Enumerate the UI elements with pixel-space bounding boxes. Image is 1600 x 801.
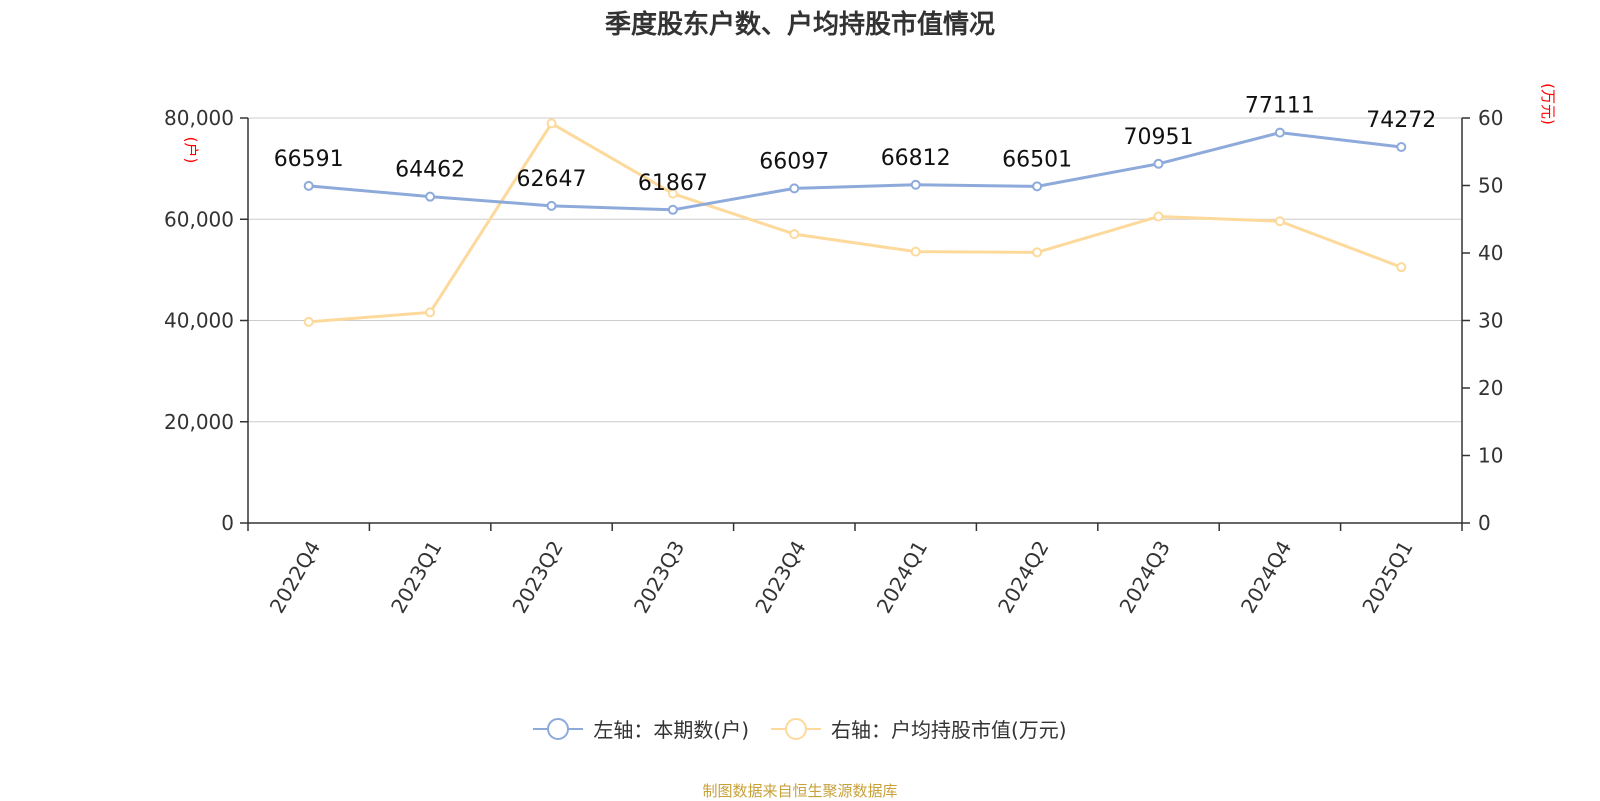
right-tick-label: 40 (1478, 241, 1503, 265)
data-label: 62647 (517, 167, 587, 192)
data-label: 66501 (1002, 147, 1072, 172)
data-point-left (667, 204, 678, 215)
x-tick-label: 2023Q2 (507, 537, 567, 618)
x-tick-label: 2023Q1 (386, 537, 446, 618)
data-point-left (1274, 127, 1285, 138)
data-labels: 66591 64462 62647 61867 66097 66812 66501 70951… (274, 94, 1437, 196)
data-point-right (303, 316, 314, 327)
data-point-left (910, 179, 921, 190)
data-label: 64462 (395, 158, 465, 183)
data-label: 66591 (274, 147, 344, 172)
series-line-left (308, 131, 1402, 212)
data-point-right (1274, 216, 1285, 227)
data-point-right (789, 229, 800, 240)
data-label: 66812 (881, 146, 951, 171)
x-tick-label: 2022Q4 (265, 537, 325, 618)
chart-title: 季度股东户数、户均持股市值情况 (604, 10, 995, 40)
data-point-left (789, 183, 800, 194)
x-tick-label: 2024Q1 (872, 537, 932, 618)
legend-left-line-icon (533, 717, 584, 740)
right-axis-unit: (万元) (1539, 83, 1557, 125)
series-left (303, 127, 1407, 215)
x-tick-label: 2023Q3 (629, 537, 689, 618)
data-point-right (667, 188, 678, 199)
left-tick-label: 80,000 (164, 106, 234, 130)
series-right (303, 118, 1407, 327)
left-axis-ticks: 0 20,000 40,000 60,000 80,000 (164, 106, 248, 535)
x-tick-label: 2023Q4 (750, 537, 810, 618)
left-axis-unit: (户) (182, 137, 200, 164)
x-tick-label: 2024Q2 (993, 537, 1053, 618)
data-point-right (1153, 211, 1164, 222)
right-tick-label: 0 (1478, 511, 1491, 535)
x-tick-label: 2025Q1 (1357, 537, 1417, 618)
data-label: 70951 (1124, 125, 1194, 150)
data-source: 制图数据来自恒生聚源数据库 (702, 782, 898, 800)
right-tick-label: 50 (1478, 174, 1503, 198)
data-point-right (425, 307, 436, 318)
data-label: 61867 (638, 171, 708, 196)
data-point-left (303, 180, 314, 191)
right-tick-label: 20 (1478, 376, 1503, 400)
data-point-left (1032, 181, 1043, 192)
legend-item-right[interactable]: 右轴：户均持股市值(万元) (771, 714, 1067, 743)
data-point-right (1396, 262, 1407, 273)
right-tick-label: 30 (1478, 309, 1503, 333)
data-label: 77111 (1245, 94, 1315, 119)
left-tick-label: 0 (221, 511, 234, 535)
left-tick-label: 60,000 (164, 207, 234, 231)
right-tick-label: 10 (1478, 444, 1503, 468)
x-tick-label: 2024Q4 (1236, 537, 1296, 618)
legend-left-label: 左轴：本期数(户) (593, 718, 749, 742)
right-tick-label: 60 (1478, 106, 1503, 130)
series-line-right (308, 121, 1402, 324)
category-axis-ticks: 2022Q4 2023Q1 2023Q2 2023Q3 2023Q4 2024Q1 2024… (247, 523, 1463, 618)
x-tick-label: 2024Q3 (1114, 537, 1174, 618)
left-tick-label: 20,000 (164, 410, 234, 434)
legend-right-label: 右轴：户均持股市值(万元) (831, 718, 1067, 742)
data-point-left (1396, 141, 1407, 152)
data-point-left (546, 200, 557, 211)
data-label: 74272 (1366, 108, 1436, 133)
legend: 左轴：本期数(户) 右轴：户均持股市值(万元) (0, 714, 1600, 743)
legend-right-line-icon (771, 717, 821, 740)
data-point-left (425, 191, 436, 202)
left-tick-label: 40,000 (164, 309, 234, 333)
data-point-right (546, 118, 557, 129)
right-axis-ticks: 0 10 20 30 40 50 60 (1462, 106, 1503, 535)
data-point-right (910, 246, 921, 257)
data-label: 66097 (759, 149, 829, 174)
legend-item-left[interactable]: 左轴：本期数(户) (533, 714, 749, 743)
data-point-left (1153, 158, 1164, 169)
data-point-right (1032, 247, 1043, 258)
